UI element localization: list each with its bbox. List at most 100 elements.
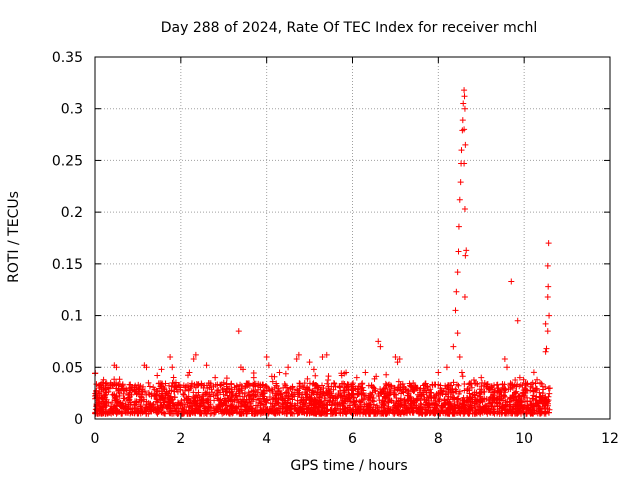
data-point [477, 407, 484, 414]
data-point [488, 384, 495, 391]
y-tick-label: 0 [74, 412, 83, 428]
data-point [124, 403, 131, 410]
data-point [452, 307, 459, 314]
data-point [99, 379, 106, 386]
data-point [465, 408, 472, 415]
data-point [311, 388, 318, 395]
data-point [520, 389, 527, 396]
data-point [185, 386, 192, 393]
data-point [301, 380, 308, 387]
axis-ticks: 0 2 4 6 8 10 12 0 0.05 0.1 0.15 0.2 0.25 0.3 0.35 [52, 50, 619, 447]
data-point [454, 402, 461, 409]
data-point [132, 398, 139, 405]
data-point [194, 408, 201, 415]
data-point [502, 389, 509, 396]
data-point [317, 393, 324, 400]
data-point [182, 387, 189, 394]
data-point [126, 384, 133, 391]
data-point [119, 381, 126, 388]
data-point [315, 404, 322, 411]
data-point [542, 383, 549, 390]
data-point [529, 410, 536, 417]
data-point [243, 380, 250, 387]
data-point [310, 390, 317, 397]
data-point [282, 370, 289, 377]
data-point [185, 407, 192, 414]
data-point [205, 403, 212, 410]
data-point [314, 389, 321, 396]
data-point [147, 406, 154, 413]
data-point [131, 388, 138, 395]
data-point [208, 405, 215, 412]
data-point [116, 392, 123, 399]
data-point [348, 409, 355, 416]
data-point [240, 366, 247, 373]
data-point [285, 386, 292, 393]
data-point [330, 379, 337, 386]
data-point [287, 403, 294, 410]
data-point [508, 278, 515, 285]
data-point [383, 382, 390, 389]
data-point [353, 374, 360, 381]
data-point [195, 389, 202, 396]
data-point [509, 403, 516, 410]
data-point [395, 403, 402, 410]
data-point [399, 380, 406, 387]
data-point [200, 384, 207, 391]
data-point [121, 395, 128, 402]
data-point [421, 395, 428, 402]
data-point [208, 410, 215, 417]
data-point [152, 406, 159, 413]
data-point [271, 408, 278, 415]
data-point [462, 403, 469, 410]
data-point [102, 385, 109, 392]
data-point [455, 382, 462, 389]
data-point [323, 351, 330, 358]
data-point [263, 353, 270, 360]
data-point [545, 240, 552, 247]
data-point [475, 392, 482, 399]
data-point [115, 387, 122, 394]
data-point [491, 410, 498, 417]
data-point [310, 366, 317, 373]
data-point [293, 356, 300, 363]
data-point [501, 356, 508, 363]
data-point [456, 196, 463, 203]
data-point [138, 397, 145, 404]
data-point [145, 379, 152, 386]
data-point [119, 410, 126, 417]
data-point [315, 399, 322, 406]
data-point [159, 405, 166, 412]
chart-title: Day 288 of 2024, Rate Of TEC Index for r… [161, 20, 537, 36]
data-point [543, 399, 550, 406]
data-point [375, 338, 382, 345]
data-point [354, 406, 361, 413]
data-point [265, 362, 272, 369]
data-point [190, 356, 197, 363]
data-point [252, 383, 259, 390]
data-point [544, 262, 551, 269]
data-point [443, 364, 450, 371]
data-point [366, 404, 373, 411]
data-point [319, 409, 326, 416]
data-point [368, 382, 375, 389]
data-point [113, 364, 120, 371]
data-point [401, 402, 408, 409]
data-point [258, 398, 265, 405]
data-point [358, 386, 365, 393]
data-point [332, 383, 339, 390]
y-tick-label: 0.1 [61, 309, 83, 325]
data-point [546, 312, 553, 319]
data-point [516, 374, 523, 381]
data-point [257, 381, 264, 388]
data-point [418, 391, 425, 398]
data-point [167, 353, 174, 360]
data-point [350, 393, 357, 400]
data-point [266, 406, 273, 413]
data-point [534, 376, 541, 383]
data-point [191, 394, 198, 401]
data-point [217, 396, 224, 403]
data-point [543, 345, 550, 352]
data-point [504, 398, 511, 405]
data-point [189, 402, 196, 409]
